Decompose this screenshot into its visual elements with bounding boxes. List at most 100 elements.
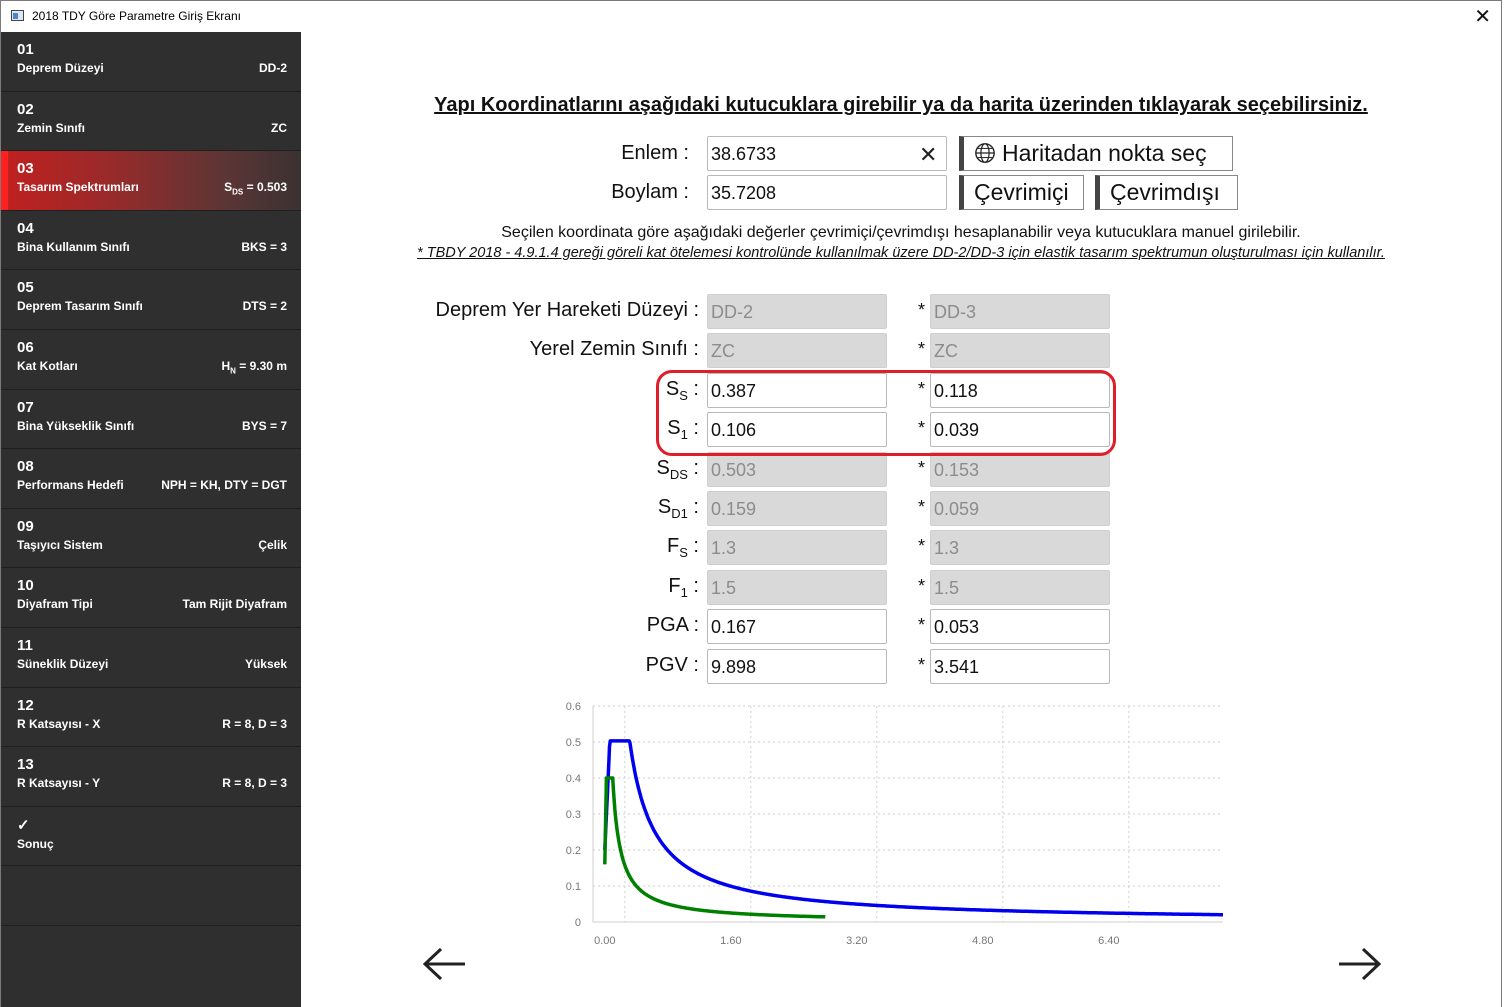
sidebar-item-number: 12 [17, 696, 34, 714]
boylam-label: Boylam : [611, 181, 689, 203]
sidebar-item-9[interactable]: 09 Taşıyıcı Sistem Çelik [1, 509, 301, 569]
sds-label: SDS : [301, 457, 699, 482]
sidebar-item-4[interactable]: 04 Bina Kullanım Sınıfı BKS = 3 [1, 211, 301, 271]
dd2-ss-input[interactable]: 0.387 [707, 372, 887, 408]
sidebar-item-number: 13 [17, 756, 34, 774]
dd3-marker: * [918, 418, 926, 439]
s1-label: S1 : [301, 417, 699, 442]
sd1-label-colon: : [687, 496, 699, 518]
sds-label-symbol: S [656, 456, 670, 479]
dd3-ss-input[interactable]: 0.118 [930, 372, 1110, 408]
sidebar-item-14[interactable]: ✓ Sonuç [1, 807, 301, 867]
dd2-sds-input: 0.503 [707, 451, 887, 487]
sidebar-item-2[interactable]: 02 Zemin Sınıfı ZC [1, 92, 301, 152]
dd2-pgv-input[interactable]: 9.898 [707, 648, 887, 684]
x-tick-label: 1.60 [720, 935, 741, 947]
sidebar-item-label: R Katsayısı - X [17, 716, 101, 731]
dd3-s1-input[interactable]: 0.039 [930, 412, 1110, 448]
boylam-input[interactable]: 35.7208 [707, 175, 947, 210]
sidebar-item-value-symbol: S [224, 180, 233, 195]
ss-label-subscript: S [679, 387, 688, 403]
map-select-button[interactable]: Haritadan nokta seç [959, 136, 1233, 171]
info-text: Seçilen koordinata göre aşağıdaki değerl… [501, 224, 1301, 241]
dd3-sds-input: 0.153 [930, 451, 1110, 487]
sidebar-item-value: HN = 9.30 m [222, 359, 288, 375]
sidebar-item-value-symbol: H [221, 358, 231, 373]
sidebar-item-13[interactable]: 13 R Katsayısı - Y R = 8, D = 3 [1, 747, 301, 807]
sidebar-item-value: R = 8, D = 3 [222, 776, 287, 791]
dd3-marker: * [918, 300, 926, 320]
fs-label-subscript: S [679, 545, 688, 561]
sidebar-item-value: SDS = 0.503 [224, 180, 287, 196]
dd2-s1-input[interactable]: 0.106 [707, 412, 887, 448]
dd3-marker: * [918, 339, 926, 360]
y-tick-label: 0.2 [566, 845, 581, 857]
fs-label-colon: : [687, 535, 699, 558]
sidebar-item-value-subscript: DS [232, 187, 244, 197]
sidebar-item-value: Tam Rijit Diyafram [182, 597, 287, 612]
close-icon[interactable]: ✕ [1474, 6, 1491, 28]
sidebar-item-10[interactable]: 10 Diyafram Tipi Tam Rijit Diyafram [1, 568, 301, 628]
y-tick-label: 0 [575, 917, 581, 929]
dd3-marker: * [918, 654, 926, 675]
sidebar-item-number: 05 [17, 279, 34, 297]
y-tick-label: 0.6 [566, 701, 581, 713]
page-heading: Yapı Koordinatlarını aşağıdaki kutucukla… [434, 94, 1368, 116]
x-tick-label: 6.40 [1098, 935, 1119, 947]
dd2-deprem-input: DD-2 [707, 294, 887, 329]
y-tick-label: 0.5 [566, 737, 581, 749]
sidebar-item-number: 02 [17, 100, 34, 118]
dd2-fs-input: 1.3 [707, 530, 887, 566]
fs-label: FS : [301, 535, 699, 560]
dd2-sd1-input: 0.159 [707, 491, 887, 526]
dd3-pga-input[interactable]: 0.053 [930, 609, 1110, 645]
sidebar-item-label: Süneklik Düzeyi [17, 656, 109, 671]
sidebar-item-6[interactable]: 06 Kat Kotları HN = 9.30 m [1, 330, 301, 390]
ss-label-colon: : [687, 377, 699, 400]
dd3-marker: * [918, 575, 926, 596]
online-button[interactable]: Çevrimiçi [959, 175, 1084, 210]
globe-icon [975, 143, 995, 163]
y-tick-label: 0.4 [566, 773, 581, 785]
sidebar-item-value-number: = 9.30 m [235, 358, 287, 373]
back-arrow-icon[interactable] [421, 946, 469, 982]
sidebar-item-5[interactable]: 05 Deprem Tasarım Sınıfı DTS = 2 [1, 270, 301, 330]
sidebar-item-number: 08 [17, 458, 34, 476]
sidebar-item-value: Çelik [258, 537, 287, 552]
pgv-label: PGV : [645, 653, 699, 676]
dd3-pgv-input[interactable]: 3.541 [930, 648, 1110, 684]
sd1-label: SD1 : [301, 496, 699, 521]
title-bar: 2018 TDY Göre Parametre Giriş Ekranı ✕ [1, 1, 1501, 32]
sidebar-item-number: 04 [17, 219, 34, 237]
sidebar-item-label: Bina Kullanım Sınıfı [17, 239, 130, 254]
sd1-label-subscript: D1 [671, 506, 688, 521]
sidebar-item-number: 07 [17, 398, 34, 416]
sidebar-item-1[interactable]: 01 Deprem Düzeyi DD-2 [1, 32, 301, 92]
sidebar-item-value-subscript: N [230, 366, 236, 376]
sidebar-spacer [1, 866, 301, 926]
sidebar-item-8[interactable]: 08 Performans Hedefi NPH = KH, DTY = DGT [1, 449, 301, 509]
s1-label-colon: : [687, 417, 699, 440]
sidebar-item-value: Yüksek [244, 656, 287, 671]
sidebar-item-label: Taşıyıcı Sistem [17, 537, 103, 552]
ss-label: SS : [301, 378, 699, 403]
dd3-marker: * [918, 497, 926, 517]
x-tick-label: 0.00 [594, 935, 615, 947]
fs-label-symbol: F [666, 535, 680, 558]
offline-button[interactable]: Çevrimdışı [1095, 175, 1238, 210]
dd2-pga-input[interactable]: 0.167 [707, 609, 887, 645]
clear-icon[interactable]: ✕ [919, 142, 938, 167]
sidebar-item-value: R = 8, D = 3 [222, 716, 287, 731]
sidebar-item-value-number: = 0.503 [243, 180, 287, 195]
next-arrow-icon[interactable] [1335, 946, 1383, 982]
spectrum-series-2 [603, 776, 827, 919]
sidebar-item-7[interactable]: 07 Bina Yükseklik Sınıfı BYS = 7 [1, 390, 301, 450]
sidebar-item-11[interactable]: 11 Süneklik Düzeyi Yüksek [1, 628, 301, 688]
sidebar-item-label: Tasarım Spektrumları [17, 180, 139, 195]
enlem-input[interactable]: 38.6733 [707, 136, 947, 171]
y-tick-label: 0.1 [566, 881, 581, 893]
dd3-marker: * [918, 536, 926, 557]
sidebar-item-3[interactable]: 03 Tasarım Spektrumları SDS = 0.503 [1, 151, 301, 211]
sidebar-item-12[interactable]: 12 R Katsayısı - X R = 8, D = 3 [1, 688, 301, 748]
app-icon [11, 10, 24, 21]
